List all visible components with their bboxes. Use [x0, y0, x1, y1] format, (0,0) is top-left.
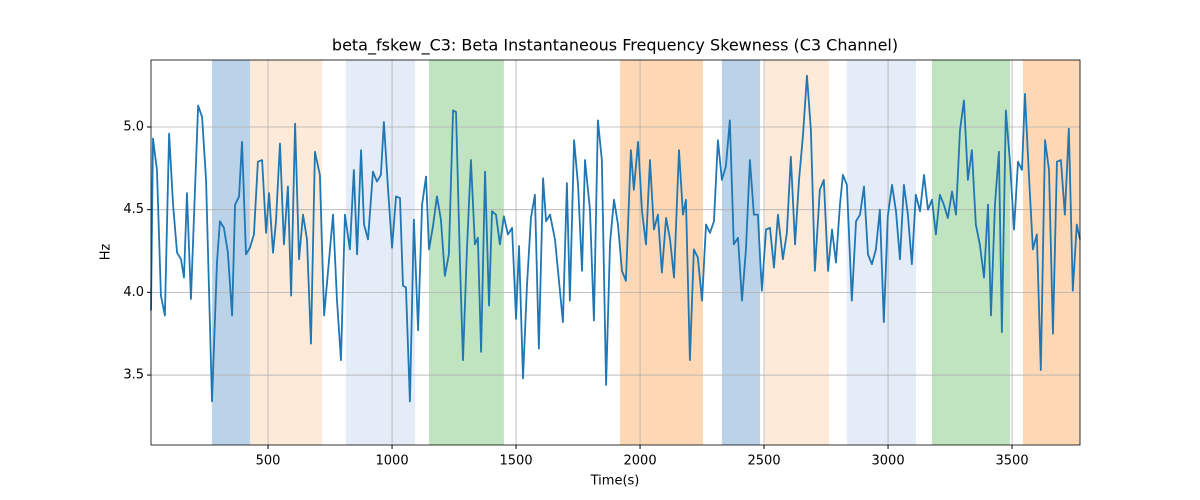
data-line [150, 74, 1081, 403]
y-tick-label: 4.5 [123, 202, 144, 217]
y-tick-label: 4.0 [123, 285, 144, 300]
shaded-span [721, 60, 761, 445]
x-tick-label: 2500 [748, 454, 781, 469]
shaded-span [619, 60, 704, 445]
shaded-span [249, 60, 323, 445]
chart-title: beta_fskew_C3: Beta Instantaneous Freque… [332, 36, 898, 56]
x-tick-label: 500 [256, 454, 281, 469]
x-tick-label: 2000 [624, 454, 657, 469]
x-tick-label: 3500 [996, 454, 1029, 469]
y-axis-label: Hz [99, 244, 114, 261]
shaded-span [931, 60, 1011, 445]
y-tick-label: 5.0 [123, 119, 144, 134]
x-axis-label: Time(s) [590, 474, 640, 489]
x-tick-label: 1000 [376, 454, 409, 469]
x-tick-label: 1500 [500, 454, 533, 469]
x-tick-label: 3000 [872, 454, 905, 469]
y-tick-label: 3.5 [123, 368, 144, 383]
plot-frame [150, 59, 1081, 446]
